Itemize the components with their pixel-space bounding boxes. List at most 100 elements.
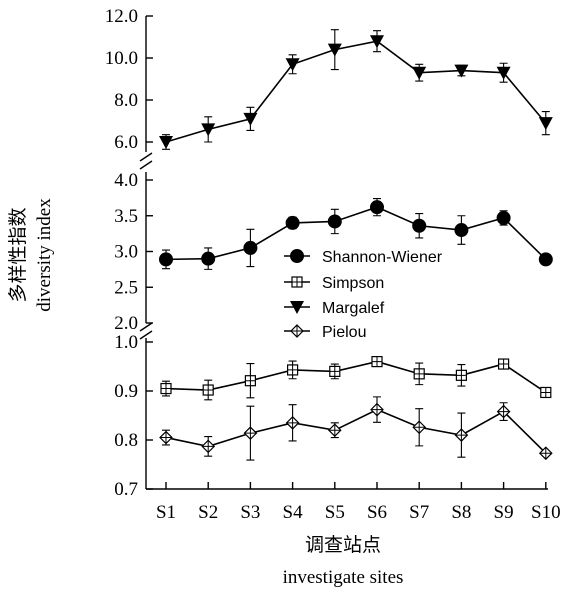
marker-cross [371,403,383,416]
y-tick-label: 0.8 [114,430,138,451]
x-tick-label: S1 [156,502,176,523]
legend-label: Shannon-Wiener [322,249,443,266]
y-tick-label: 4.0 [114,170,138,191]
data-point-shannon-wiener [496,210,511,225]
legend-label: Margalef [322,300,385,317]
axis-break-mark [139,330,153,340]
marker-cross [328,424,341,437]
marker-cross [287,364,298,375]
marker-cross [413,421,426,434]
legend-item: Simpson [284,275,384,292]
marker-cross [414,368,425,379]
data-point-margalef [370,35,384,49]
plot-area [159,29,553,461]
y-axis-title-en: diversity index [34,198,55,312]
series-margalef [159,29,553,150]
data-point-simpson [329,365,341,377]
marker-shape [243,112,258,126]
y-tick-label: 12.0 [105,6,138,27]
data-point-shannon-wiener [285,215,300,230]
series-line-margalef [165,40,547,143]
x-tick-label: S7 [409,502,429,523]
y-tick-label: 0.7 [114,479,138,500]
marker-shape [285,58,300,72]
y-axis-title-cn: 多样性指数 [7,207,29,302]
data-point-margalef [243,112,258,126]
data-point-pielou [412,420,427,435]
data-point-simpson [371,356,383,368]
marker-cross [498,359,509,370]
x-tick-label: S9 [494,502,514,523]
y-tick-label: 6.0 [114,132,138,153]
series-shannon-wiener [159,198,553,270]
marker-cross [455,429,468,442]
data-point-shannon-wiener [159,252,173,267]
marker-shape [201,123,216,137]
data-point-shannon-wiener [454,223,469,238]
marker-cross [203,385,214,396]
y-tick-label: 3.0 [114,242,138,263]
legend-marker [290,324,304,338]
marker-shape [538,252,553,267]
y-tick-label: 2.0 [114,313,138,334]
marker-shape [290,249,304,263]
data-point-margalef [159,136,173,149]
data-point-shannon-wiener [243,240,258,255]
data-point-margalef [285,58,300,72]
y-tick-label: 10.0 [105,48,138,69]
x-tick-label: S5 [325,502,345,523]
marker-cross [160,431,172,444]
marker-cross [245,375,256,386]
x-axis-title-cn: 调查站点 [305,534,381,556]
x-axis-title-en: investigate sites [283,567,404,588]
data-point-pielou [285,416,300,430]
marker-shape [159,136,173,149]
marker-shape [243,240,258,255]
data-point-simpson [498,358,510,370]
legend-marker [291,276,303,288]
marker-shape [290,301,304,314]
data-point-shannon-wiener [370,200,384,215]
marker-cross [372,356,382,367]
data-point-pielou [454,428,469,442]
data-point-margalef [412,66,427,80]
marker-cross [497,405,510,418]
marker-cross [291,325,303,337]
legend-item: Pielou [284,324,366,341]
marker-cross [244,427,257,440]
series-pielou [159,396,553,461]
marker-cross [292,277,302,287]
y-tick-label: 1.0 [114,332,138,353]
marker-cross [539,447,552,460]
marker-shape [159,252,173,267]
x-tick-label: S6 [367,502,387,523]
data-point-simpson [160,382,172,395]
marker-cross [540,387,551,398]
data-point-shannon-wiener [201,251,216,266]
legend-marker [290,249,304,263]
data-point-shannon-wiener [412,218,427,233]
data-point-simpson [244,375,256,387]
marker-cross [161,383,171,394]
data-point-margalef [538,117,553,131]
x-tick-label: S10 [531,502,561,523]
marker-shape [201,251,216,266]
x-tick-label: S2 [198,502,218,523]
data-point-margalef [496,66,511,80]
series-line-simpson [165,360,547,394]
marker-shape [454,64,469,78]
data-point-margalef [454,64,469,78]
marker-cross [202,440,215,453]
data-point-simpson [540,386,552,399]
data-point-shannon-wiener [327,214,342,229]
marker-shape [285,215,300,230]
data-point-simpson [455,369,467,381]
data-point-pielou [370,402,384,417]
legend-label: Pielou [322,324,366,341]
y-tick-label: 3.5 [114,206,138,227]
legend-marker [290,301,304,314]
marker-cross [286,416,299,429]
marker-cross [329,366,340,377]
legend: Shannon-Wiener Simpson Margalef Pielou [284,249,443,341]
